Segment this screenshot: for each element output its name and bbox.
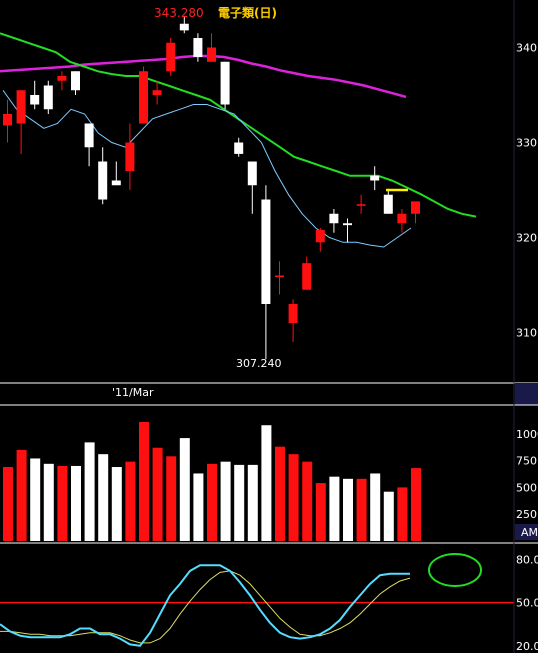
candle-body (30, 95, 40, 105)
volume-axis: 1000 750 500 250 (516, 428, 538, 521)
price-tick-label: 320 (516, 232, 537, 245)
volume-bar (315, 483, 326, 541)
axis-corner-box (515, 383, 538, 405)
candle-body (383, 194, 393, 214)
volume-bar (356, 478, 367, 541)
volume-bar (139, 422, 149, 541)
volume-bar (302, 461, 313, 541)
candle-body (71, 71, 80, 91)
oscillator-axis: 80.00 50.00 20.00 (516, 553, 538, 652)
volume-bar (71, 465, 81, 541)
volume-bar (275, 446, 285, 541)
candle-body (152, 90, 162, 95)
candle-body (247, 161, 257, 186)
volume-tick-label: 250 (516, 508, 537, 521)
volume-bar (84, 442, 95, 541)
axis-marker-box (515, 524, 538, 540)
candle-body (166, 42, 176, 72)
volume-bar (234, 464, 245, 541)
highlight-oval (428, 553, 482, 587)
candle-body (179, 23, 189, 31)
candle-body (125, 142, 135, 171)
price-candles (3, 16, 420, 360)
price-panel: 電子類(日) 343.280 307.240 310 320 330 340 (0, 5, 537, 370)
volume-bar (3, 467, 13, 541)
candle-body (343, 223, 352, 226)
candle-body (397, 213, 407, 224)
candle-body (16, 90, 26, 124)
volume-tick-label: 750 (516, 455, 537, 468)
volume-bar (343, 478, 353, 541)
candle-body (234, 142, 244, 154)
candle-body (193, 38, 203, 57)
candle-body (3, 114, 12, 126)
price-tick-label: 330 (516, 137, 537, 150)
volume-bar (247, 464, 258, 541)
price-axis: 310 320 330 340 (516, 42, 537, 340)
low-annotation: 307.240 (236, 357, 282, 370)
volume-bar (98, 454, 109, 541)
volume-bars (3, 422, 421, 541)
candle-body (57, 76, 67, 81)
candle-body (275, 275, 284, 277)
volume-bar (111, 467, 122, 541)
oscillator-k-line (0, 564, 410, 647)
chart-title: 電子類(日) (218, 5, 277, 20)
candle-body (329, 213, 339, 224)
oscillator-lines (0, 564, 411, 647)
candle-body (139, 71, 148, 124)
price-ma-lines (0, 32, 477, 248)
candle-body (220, 61, 230, 105)
axis-marker: AM (521, 526, 538, 539)
volume-bar (179, 438, 190, 541)
date-label: '11/Mar (112, 386, 154, 399)
volume-bar (16, 449, 27, 541)
high-annotation: 343.280 (154, 6, 204, 20)
volume-bar (220, 461, 231, 541)
oscillator-tick-label: 20.00 (516, 640, 538, 653)
volume-bar (329, 476, 340, 541)
volume-bar (30, 458, 41, 541)
volume-bar (166, 456, 177, 541)
candle-body (356, 204, 366, 206)
volume-panel: 1000 750 500 250 AM (3, 422, 538, 541)
candle-body (261, 199, 271, 304)
volume-tick-label: 500 (516, 481, 537, 494)
candle-body (207, 47, 216, 62)
volume-bar (207, 463, 217, 541)
volume-bar (152, 447, 163, 541)
price-tick-label: 310 (516, 327, 537, 340)
volume-bar (43, 463, 54, 541)
volume-bar (125, 461, 136, 541)
ma-short-line (2, 90, 412, 248)
ma-mid-line (0, 32, 477, 218)
candle-body (411, 201, 420, 214)
oscillator-tick-label: 80.00 (516, 553, 538, 566)
candle-body (98, 161, 108, 200)
volume-bar (397, 487, 408, 541)
candle-body (315, 229, 325, 243)
candle-body (84, 123, 94, 148)
candle-body (111, 180, 121, 186)
oscillator-tick-label: 50.00 (516, 597, 538, 610)
candle-body (370, 175, 380, 181)
volume-bar (288, 454, 299, 541)
price-tick-label: 340 (516, 42, 537, 55)
volume-bar (261, 425, 272, 541)
volume-bar (411, 468, 421, 541)
volume-bar (193, 473, 204, 541)
oscillator-panel: 80.00 50.00 20.00 (0, 553, 538, 653)
volume-bar (370, 473, 381, 541)
candle-body (288, 304, 298, 323)
ma-long-line (0, 54, 407, 99)
volume-bar (383, 491, 394, 541)
volume-bar (57, 465, 68, 541)
volume-tick-label: 1000 (516, 428, 538, 441)
candle-body (302, 263, 312, 290)
candle-body (43, 85, 53, 110)
